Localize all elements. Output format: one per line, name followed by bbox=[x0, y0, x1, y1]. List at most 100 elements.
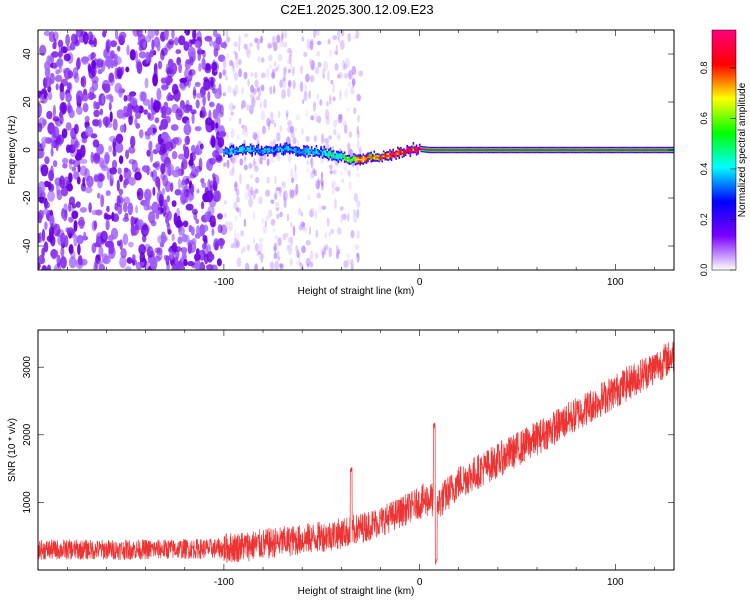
noise-blob bbox=[209, 157, 216, 165]
noise-blob bbox=[76, 106, 83, 115]
noise-blob bbox=[250, 72, 254, 77]
signal-core bbox=[634, 149, 637, 151]
noise-blob bbox=[286, 58, 292, 65]
signal-core bbox=[417, 149, 419, 152]
noise-blob bbox=[334, 63, 339, 71]
signal-core bbox=[361, 158, 363, 161]
noise-blob bbox=[108, 72, 115, 83]
noise-blob bbox=[276, 152, 281, 161]
spectrogram-x-axis-label: Height of straight line (km) bbox=[298, 286, 415, 297]
noise-blob bbox=[315, 30, 320, 37]
signal-core bbox=[375, 156, 377, 159]
spectrogram-y-tick-label: -40 bbox=[22, 238, 33, 253]
noise-blob bbox=[342, 120, 347, 127]
noise-blob bbox=[314, 252, 319, 259]
noise-blob bbox=[177, 236, 183, 245]
signal-core bbox=[320, 150, 322, 152]
signal-core bbox=[522, 149, 524, 151]
noise-blob bbox=[270, 218, 276, 226]
noise-blob bbox=[350, 230, 355, 239]
noise-blob bbox=[48, 31, 55, 43]
noise-blob bbox=[325, 116, 331, 126]
spectrogram-x-tick-label: 100 bbox=[607, 277, 624, 288]
signal-core bbox=[631, 149, 634, 151]
noise-blob bbox=[279, 125, 283, 133]
noise-blob bbox=[348, 181, 352, 191]
noise-blob bbox=[305, 136, 310, 142]
noise-blob bbox=[301, 212, 304, 217]
noise-blob bbox=[290, 131, 295, 138]
noise-blob bbox=[259, 101, 262, 109]
noise-blob bbox=[342, 59, 346, 71]
noise-blob bbox=[274, 175, 277, 185]
signal-core bbox=[630, 149, 632, 151]
noise-blob bbox=[260, 35, 264, 44]
signal-core bbox=[475, 149, 477, 151]
noise-blob bbox=[260, 72, 266, 79]
noise-blob bbox=[255, 176, 260, 184]
noise-blob bbox=[254, 165, 259, 173]
signal-core bbox=[351, 158, 354, 161]
noise-blob bbox=[73, 220, 78, 232]
signal-core bbox=[613, 149, 615, 151]
noise-blob bbox=[215, 122, 219, 129]
noise-blob bbox=[110, 40, 117, 48]
signal-core bbox=[492, 149, 495, 151]
noise-blob bbox=[109, 167, 118, 175]
noise-blob bbox=[254, 263, 258, 270]
noise-blob bbox=[329, 164, 333, 170]
noise-blob bbox=[288, 69, 291, 74]
noise-blob bbox=[46, 235, 53, 242]
noise-blob bbox=[154, 117, 160, 124]
noise-blob bbox=[118, 34, 126, 46]
noise-blob bbox=[310, 38, 314, 50]
noise-blob bbox=[294, 187, 299, 195]
noise-blob bbox=[187, 260, 195, 267]
noise-blob bbox=[53, 263, 62, 270]
signal-core bbox=[281, 149, 283, 152]
noise-blob bbox=[256, 87, 260, 92]
noise-blob bbox=[171, 62, 178, 75]
noise-blob bbox=[244, 127, 248, 138]
noise-blob bbox=[145, 134, 151, 140]
noise-blob bbox=[44, 201, 50, 209]
signal-core bbox=[328, 153, 330, 156]
noise-blob bbox=[330, 79, 334, 85]
noise-blob bbox=[315, 183, 320, 189]
noise-blob bbox=[202, 192, 210, 203]
noise-blob bbox=[139, 91, 145, 102]
signal-core bbox=[520, 149, 523, 151]
noise-blob bbox=[323, 246, 327, 255]
signal-core bbox=[429, 149, 432, 151]
signal-core bbox=[478, 149, 480, 151]
noise-blob bbox=[82, 102, 89, 113]
noise-blob bbox=[343, 72, 349, 79]
noise-blob bbox=[339, 39, 345, 50]
noise-blob bbox=[176, 215, 181, 228]
signal-core bbox=[321, 153, 324, 155]
noise-blob bbox=[145, 51, 150, 64]
noise-blob bbox=[53, 223, 61, 237]
noise-blob bbox=[273, 252, 278, 260]
noise-blob bbox=[275, 207, 280, 211]
noise-blob bbox=[54, 74, 63, 83]
noise-blob bbox=[227, 36, 231, 43]
noise-blob bbox=[328, 49, 333, 58]
signal-core bbox=[588, 149, 590, 151]
noise-blob bbox=[296, 140, 300, 149]
noise-blob bbox=[184, 41, 189, 49]
noise-blob bbox=[190, 109, 197, 115]
snr-frame bbox=[37, 329, 675, 571]
noise-blob bbox=[288, 244, 293, 256]
noise-blob bbox=[173, 37, 179, 46]
noise-blob bbox=[210, 135, 216, 148]
signal-core bbox=[317, 151, 319, 154]
signal-core bbox=[620, 149, 623, 151]
noise-blob bbox=[344, 166, 348, 172]
noise-blob bbox=[127, 202, 134, 216]
noise-blob bbox=[118, 155, 124, 165]
signal-core bbox=[246, 148, 249, 150]
noise-blob bbox=[275, 186, 281, 192]
noise-blob bbox=[236, 196, 240, 203]
signal-core bbox=[450, 149, 452, 151]
